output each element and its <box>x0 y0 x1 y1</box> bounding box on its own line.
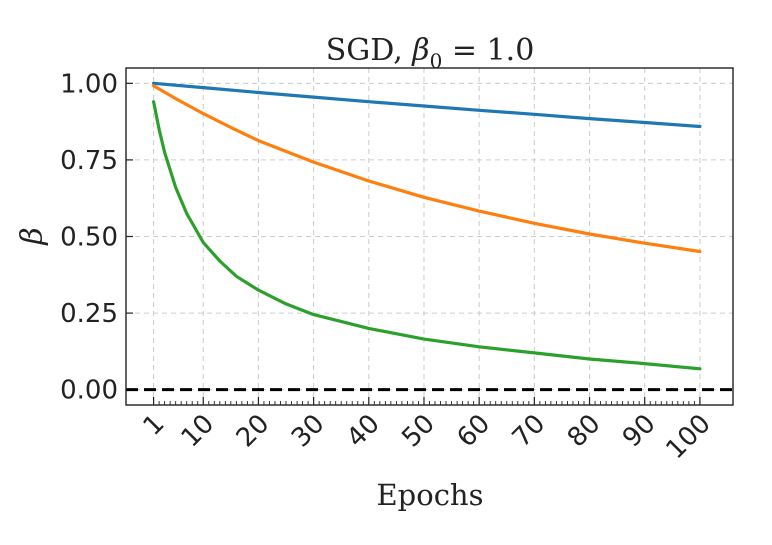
y-tick-label: 0.00 <box>60 376 118 406</box>
x-tick-label: 10 <box>176 409 221 454</box>
chart-title: SGD, β0 = 1.0 <box>326 33 535 73</box>
series-line-2 <box>152 84 702 254</box>
x-tick-label: 60 <box>451 409 496 454</box>
x-tick-label: 50 <box>396 409 441 454</box>
x-tick-label: 80 <box>562 409 607 454</box>
series-lines <box>126 81 733 392</box>
plot-frame <box>125 67 734 406</box>
x-tick-label: 70 <box>507 409 552 454</box>
x-tick-label: 1 <box>138 409 171 442</box>
major-ticks <box>126 82 701 405</box>
series-line-3 <box>152 100 702 371</box>
y-tick-label: 1.00 <box>60 69 118 99</box>
x-tick-label: 90 <box>617 409 662 454</box>
y-tick-labels: 0.00 0.25 0.50 0.75 1.00 <box>60 69 118 405</box>
grid <box>126 68 733 405</box>
y-tick-label: 0.50 <box>60 223 118 253</box>
series-line-1 <box>152 81 702 129</box>
x-tick-label: 40 <box>341 409 386 454</box>
y-tick-label: 0.75 <box>60 146 118 176</box>
x-axis-label: Epochs <box>377 478 484 512</box>
x-tick-label: 100 <box>661 409 717 465</box>
y-axis-label: β <box>15 227 50 245</box>
y-tick-label: 0.25 <box>60 299 118 329</box>
x-tick-label: 30 <box>286 409 331 454</box>
x-tick-label: 20 <box>231 409 276 454</box>
